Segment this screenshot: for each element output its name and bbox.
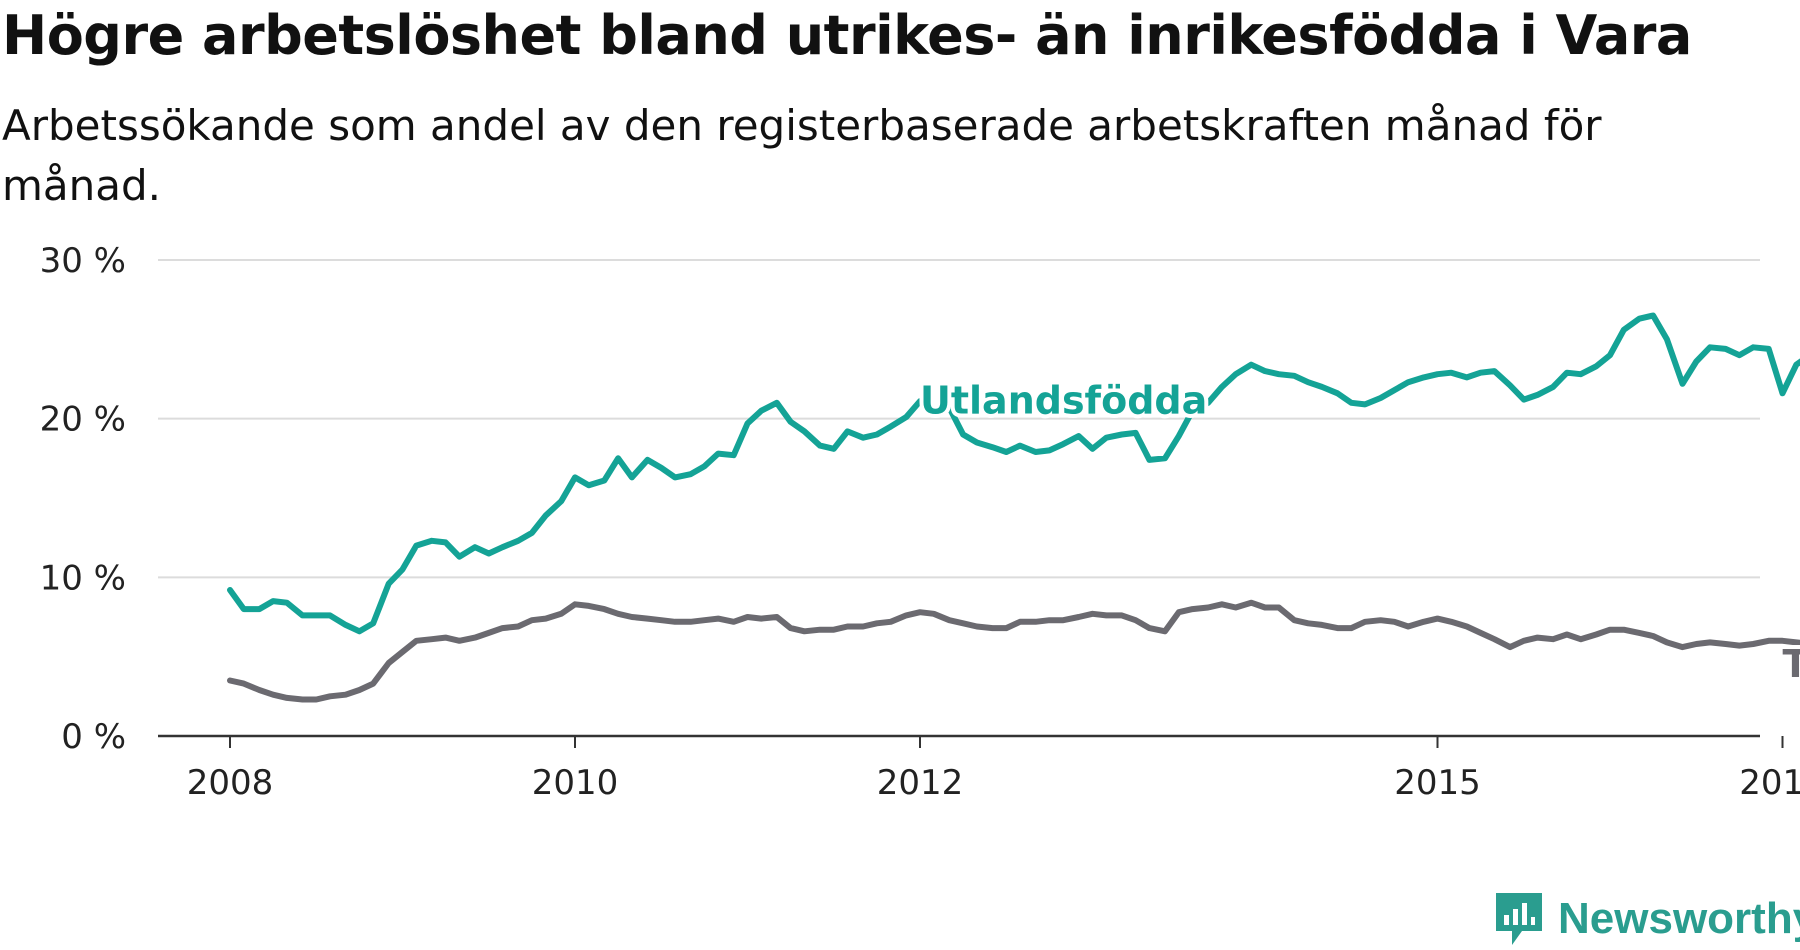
x-tick-label: 2017	[1739, 763, 1800, 803]
x-axis: 20082010201220152017202020222024	[187, 736, 1800, 803]
x-tick-label: 2008	[187, 763, 274, 803]
brand-name: Newsworthy	[1558, 894, 1800, 944]
x-tick-label: 2012	[877, 763, 964, 803]
y-tick-label: 30 %	[40, 241, 126, 281]
newsworthy-logo-icon	[1492, 889, 1546, 949]
y-axis: 0 % 10 % 20 % 30 %	[40, 241, 1760, 757]
series-name-label: Total arbetslöshet	[1783, 642, 1800, 686]
y-tick-label: 20 %	[40, 400, 126, 440]
series-group	[230, 316, 1800, 700]
line-chart: 0 %10 %20 %30 % 200820102012201520172020…	[0, 0, 1800, 900]
y-tick-label: 0 %	[61, 717, 126, 757]
series-line-utlandsfodda	[230, 316, 1800, 632]
newsworthy-brand[interactable]: Newsworthy	[1492, 888, 1800, 950]
series-name-label: Utlandsfödda	[920, 379, 1207, 423]
x-tick-label: 2010	[532, 763, 619, 803]
x-tick-label: 2015	[1394, 763, 1481, 803]
y-tick-label: 10 %	[40, 558, 126, 598]
series-line-total-arbetsloshet	[230, 603, 1800, 700]
series-labels: 12,4 %Utlandsfödda4,7 %Total arbetslöshe…	[920, 379, 1800, 719]
